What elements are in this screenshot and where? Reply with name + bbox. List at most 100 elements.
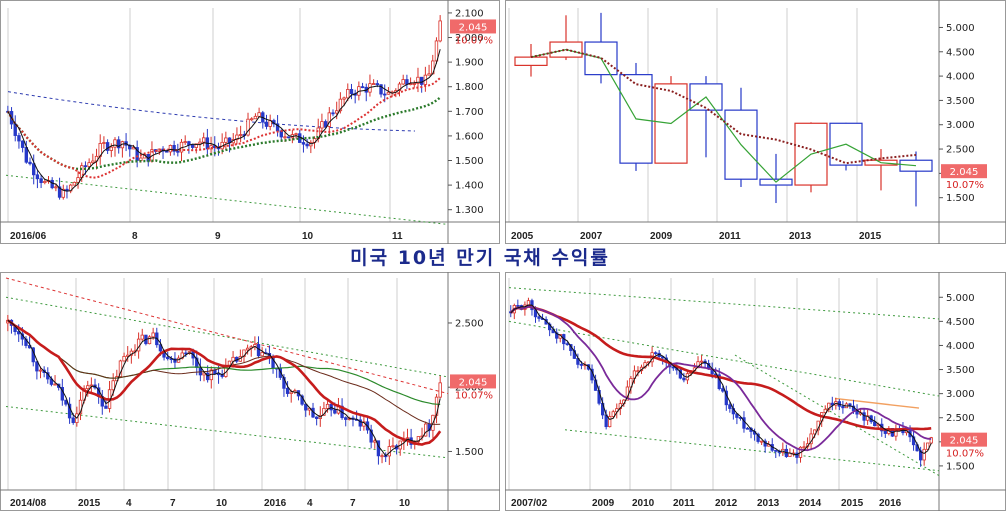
candle-body xyxy=(375,83,380,86)
last-value-badge xyxy=(450,374,496,389)
candle-body xyxy=(83,165,88,168)
x-tick-label: 2009 xyxy=(650,231,673,242)
candle-body xyxy=(216,373,221,376)
candle-body xyxy=(151,332,155,338)
candle-body xyxy=(111,380,115,391)
candle-body xyxy=(323,121,328,127)
x-tick-label: 4 xyxy=(307,498,313,509)
candle-body xyxy=(257,112,261,117)
candle-body xyxy=(147,336,152,345)
candle-body xyxy=(416,76,420,84)
candle-body xyxy=(289,391,293,394)
candle-body xyxy=(176,150,180,153)
chart-yearly-2005-2016: 5.0004.5004.0003.5003.0002.5002.0001.500… xyxy=(505,0,1006,244)
y-tick-label: 3.500 xyxy=(946,96,975,107)
candle-body xyxy=(823,408,827,413)
x-tick-label: 2013 xyxy=(789,231,812,242)
x-tick-label: 2011 xyxy=(719,231,741,242)
candle-body xyxy=(611,411,615,417)
candle-body xyxy=(54,186,58,189)
candle-body xyxy=(102,142,106,144)
last-value-label: 2.045 xyxy=(459,22,488,33)
candle-body xyxy=(128,144,132,150)
candle-body xyxy=(405,79,409,85)
candle-body xyxy=(830,402,834,406)
candle-body xyxy=(38,369,43,372)
x-tick-label: 2016/06 xyxy=(10,231,47,242)
last-value-label: 2.045 xyxy=(459,377,488,388)
candle-body xyxy=(285,387,290,394)
x-tick-label: 2016 xyxy=(879,498,902,509)
candle-body xyxy=(629,378,633,388)
x-tick-label: 2013 xyxy=(757,498,780,509)
candle-body xyxy=(926,442,930,450)
x-tick-label: 2012 xyxy=(715,498,738,509)
candle-body xyxy=(86,385,90,390)
candle-body xyxy=(579,363,584,366)
y-tick-label: 2.500 xyxy=(946,413,975,424)
y-tick-label: 3.000 xyxy=(946,120,975,131)
candle-body xyxy=(333,409,337,414)
candle-body xyxy=(256,344,261,357)
candle-body xyxy=(294,133,298,136)
candle-body xyxy=(386,91,391,95)
candle-body xyxy=(39,178,43,184)
candle-body xyxy=(168,144,173,153)
candle-body xyxy=(158,344,163,352)
candle-body xyxy=(802,446,806,449)
candle-body xyxy=(728,404,732,409)
candle-body xyxy=(113,139,117,148)
x-tick-label: 2014 xyxy=(799,498,822,509)
y-tick-label: 2.100 xyxy=(455,8,484,19)
y-tick-label: 1.500 xyxy=(946,193,975,204)
y-tick-label: 1.900 xyxy=(455,58,484,69)
change-percent-label: 10.07% xyxy=(455,390,493,401)
candle-body xyxy=(301,142,306,145)
candle-body xyxy=(516,305,520,307)
y-tick-label: 5.000 xyxy=(946,23,975,34)
candle-body xyxy=(671,366,675,369)
candle-body xyxy=(338,98,343,112)
candle-body xyxy=(28,161,32,165)
candle-body xyxy=(105,142,110,151)
candle-body xyxy=(371,83,376,85)
candle-body xyxy=(427,73,431,76)
candle-body xyxy=(423,423,428,437)
x-tick-label: 2015 xyxy=(859,231,882,242)
candle-body xyxy=(380,455,384,458)
ma-purple-line xyxy=(510,305,932,452)
candle-body xyxy=(774,449,778,452)
ma-short-line xyxy=(510,304,932,456)
candle-body xyxy=(246,118,250,136)
candle-body xyxy=(117,139,121,149)
candle-body xyxy=(514,56,548,66)
y-tick-label: 4.500 xyxy=(946,47,975,58)
candle-body xyxy=(71,417,75,423)
ma-orange-line xyxy=(834,397,920,409)
candle-body xyxy=(140,334,144,340)
change-percent-label: 10.07% xyxy=(946,180,984,191)
last-value-label: 2.045 xyxy=(950,436,979,447)
candle-body xyxy=(253,115,258,120)
y-tick-label: 5.000 xyxy=(946,293,975,304)
chart-monthly-2007-2016: 5.0004.5004.0003.5003.0002.5002.0001.500… xyxy=(505,272,1006,511)
candle-body xyxy=(922,448,926,461)
candle-body xyxy=(929,437,933,444)
x-tick-label: 2007 xyxy=(580,231,603,242)
change-percent-label: 10.07% xyxy=(946,449,984,460)
candle-body xyxy=(166,356,170,360)
candle-body xyxy=(89,384,94,387)
candle-body xyxy=(412,83,416,85)
candle-body xyxy=(91,160,95,164)
candle-body xyxy=(304,403,308,411)
candle-body xyxy=(184,352,188,355)
y-tick-label: 3.500 xyxy=(946,365,975,376)
candle-body xyxy=(795,452,799,458)
candle-body xyxy=(202,372,206,376)
candle-body xyxy=(434,40,439,62)
candle-body xyxy=(43,181,47,184)
candle-body xyxy=(608,416,612,428)
y-tick-label: 1.400 xyxy=(455,181,484,192)
x-tick-label: 10 xyxy=(399,498,411,509)
candle-body xyxy=(438,382,442,398)
